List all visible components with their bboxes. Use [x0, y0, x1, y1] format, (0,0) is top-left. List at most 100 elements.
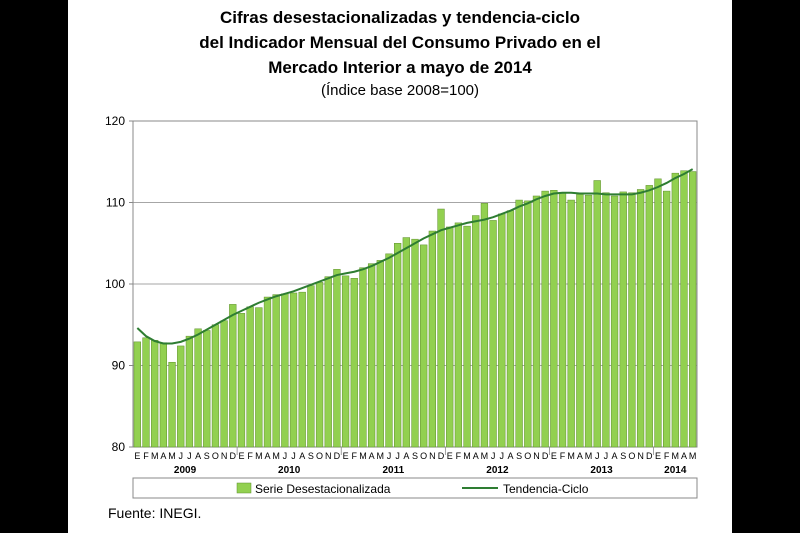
bar — [567, 199, 575, 448]
bar — [645, 185, 653, 448]
x-tick-label: J — [291, 451, 296, 461]
legend-bar-label: Serie Desestacionalizada — [255, 482, 391, 496]
x-tick-label: A — [507, 451, 513, 461]
x-tick-label: M — [255, 451, 263, 461]
bar — [376, 260, 384, 448]
x-tick-label: A — [403, 451, 409, 461]
bar — [654, 178, 662, 448]
bar — [428, 230, 436, 448]
x-tick-label: M — [672, 451, 680, 461]
bar — [237, 313, 246, 448]
x-tick-label: D — [438, 451, 445, 461]
x-tick-label: J — [604, 451, 609, 461]
x-tick-label: A — [160, 451, 166, 461]
x-tick-label: M — [359, 451, 367, 461]
x-tick-label: J — [387, 451, 392, 461]
bar — [524, 200, 532, 448]
bar — [255, 307, 263, 448]
bar — [437, 208, 445, 448]
bar — [671, 172, 679, 448]
x-tick-label: M — [151, 451, 159, 461]
x-tick-label: N — [533, 451, 540, 461]
bar — [142, 337, 150, 448]
x-tick-label: A — [577, 451, 583, 461]
bar — [263, 296, 272, 448]
y-tick-label: 100 — [105, 277, 125, 291]
x-tick-label: F — [456, 451, 462, 461]
x-tick-label: M — [585, 451, 593, 461]
x-tick-label: J — [500, 451, 505, 461]
y-tick-label: 110 — [106, 196, 125, 210]
chart-title-line-2: del Indicador Mensual del Consumo Privad… — [199, 33, 601, 52]
bar — [472, 215, 480, 448]
bar — [315, 282, 324, 448]
x-tick-label: E — [134, 451, 140, 461]
x-tick-label: N — [325, 451, 332, 461]
bar — [576, 194, 584, 448]
bar — [532, 195, 541, 448]
bar — [680, 170, 688, 448]
legend-bar-swatch — [236, 482, 252, 494]
x-tick-label: O — [628, 451, 635, 461]
x-tick-label: D — [646, 451, 653, 461]
bar — [229, 304, 237, 448]
bar — [133, 341, 141, 448]
bar — [584, 194, 593, 448]
y-tick-label: 90 — [112, 359, 126, 373]
bar — [385, 253, 393, 448]
bar — [602, 192, 610, 448]
x-tick-label: D — [334, 451, 341, 461]
bar — [281, 293, 289, 448]
bar — [628, 192, 636, 448]
x-tick-label: S — [412, 451, 418, 461]
bar — [272, 294, 280, 448]
x-tick-label: M — [481, 451, 489, 461]
y-tick-label: 120 — [105, 114, 125, 128]
bar — [610, 195, 619, 448]
year-label: 2010 — [278, 465, 301, 476]
legend-line-label: Tendencia-Ciclo — [503, 482, 589, 496]
x-tick-label: D — [542, 451, 549, 461]
x-tick-label: E — [551, 451, 557, 461]
bar — [550, 190, 558, 448]
year-label: 2009 — [174, 465, 197, 476]
x-tick-label: M — [377, 451, 385, 461]
chart-title-line-1: Cifras desestacionalizadas y tendencia-c… — [220, 8, 580, 27]
x-tick-label: A — [681, 451, 687, 461]
bar — [420, 244, 428, 448]
x-tick-label: F — [143, 451, 149, 461]
bar — [411, 238, 419, 448]
bar — [341, 275, 350, 448]
bar — [246, 306, 254, 448]
year-label: 2011 — [382, 465, 404, 476]
legend-frame — [132, 477, 698, 499]
x-tick-label: J — [178, 451, 183, 461]
y-tick-label: 80 — [112, 440, 126, 454]
bar — [168, 361, 176, 448]
bar — [480, 203, 489, 448]
bar — [211, 324, 220, 448]
bar — [619, 191, 627, 448]
x-tick-label: F — [560, 451, 566, 461]
bar — [359, 267, 367, 448]
x-tick-label: J — [283, 451, 288, 461]
chart-subtitle: (Índice base 2008=100) — [320, 82, 480, 99]
bar — [636, 189, 645, 448]
bar — [689, 171, 697, 448]
x-tick-label: A — [299, 451, 305, 461]
bar — [489, 220, 497, 448]
x-tick-label: O — [524, 451, 531, 461]
x-tick-label: E — [343, 451, 349, 461]
bar — [333, 269, 341, 448]
x-tick-label: A — [264, 451, 270, 461]
bar — [151, 339, 159, 448]
x-tick-label: S — [516, 451, 522, 461]
year-label: 2012 — [486, 465, 509, 476]
bar — [194, 328, 202, 448]
x-tick-label: M — [689, 451, 697, 461]
bar — [367, 263, 376, 448]
x-tick-label: J — [595, 451, 600, 461]
bar — [220, 320, 228, 448]
x-tick-label: E — [447, 451, 453, 461]
